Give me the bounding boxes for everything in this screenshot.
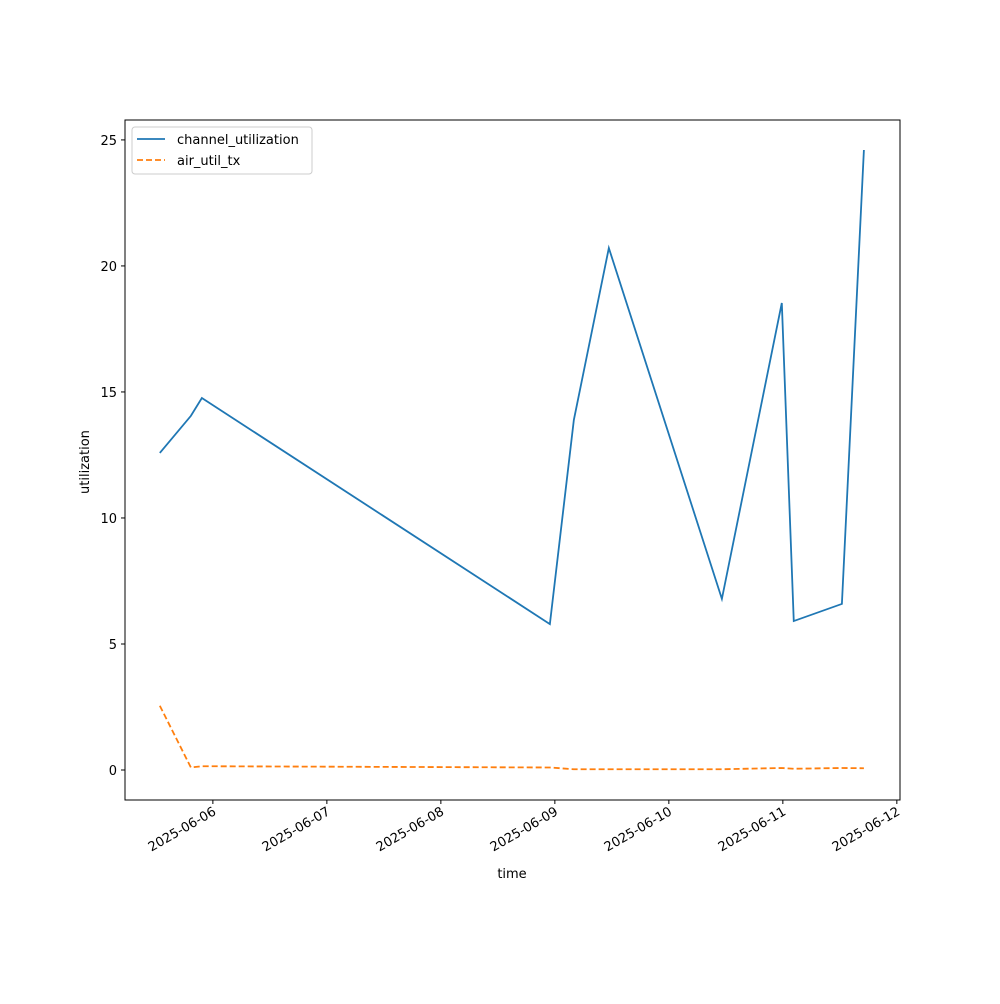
x-tick-label: 2025-06-07 [260,804,333,855]
y-tick-label: 15 [100,386,117,401]
y-tick-label: 10 [100,512,117,527]
y-tick-label: 20 [100,260,117,275]
y-tick-label: 0 [109,764,117,779]
legend-box [131,126,313,175]
x-tick-label: 2025-06-12 [830,804,903,855]
x-tick-label: 2025-06-09 [488,804,561,855]
x-tick-label: 2025-06-06 [146,804,219,855]
data-line [159,149,865,626]
legend-label: channel_utilization [177,133,299,148]
y-axis-label: utilization [78,430,93,494]
x-tick-label: 2025-06-08 [374,804,447,855]
x-tick-label: 2025-06-10 [602,804,675,855]
y-tick-label: 25 [100,134,117,149]
x-tick-label: 2025-06-11 [716,804,789,855]
x-axis-label: time [497,867,526,882]
plot-frame [124,119,901,801]
data-line [159,705,864,771]
y-tick-label: 5 [109,638,117,653]
legend-label: air_util_tx [177,154,241,169]
